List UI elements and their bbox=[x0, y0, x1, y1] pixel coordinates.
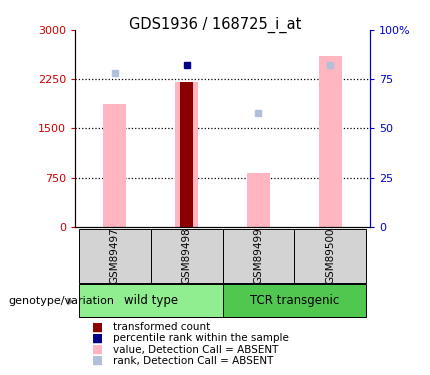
Text: ■: ■ bbox=[92, 343, 104, 356]
Text: ■: ■ bbox=[92, 332, 104, 345]
Bar bbox=[295, 229, 366, 283]
Text: value, Detection Call = ABSENT: value, Detection Call = ABSENT bbox=[113, 345, 279, 354]
Bar bbox=[79, 229, 150, 283]
Text: GSM89497: GSM89497 bbox=[110, 228, 120, 284]
Bar bbox=[247, 173, 270, 227]
Polygon shape bbox=[68, 297, 74, 306]
Bar bbox=[180, 82, 193, 227]
Bar bbox=[175, 82, 198, 227]
Text: wild type: wild type bbox=[123, 294, 178, 307]
Text: GDS1936 / 168725_i_at: GDS1936 / 168725_i_at bbox=[129, 17, 301, 33]
Text: GSM89500: GSM89500 bbox=[325, 228, 335, 284]
Text: rank, Detection Call = ABSENT: rank, Detection Call = ABSENT bbox=[113, 356, 273, 366]
Text: ■: ■ bbox=[92, 354, 104, 367]
Text: ■: ■ bbox=[92, 321, 104, 333]
Text: TCR transgenic: TCR transgenic bbox=[250, 294, 339, 307]
Text: genotype/variation: genotype/variation bbox=[9, 297, 115, 306]
Bar bbox=[223, 229, 295, 283]
Bar bbox=[79, 284, 223, 317]
Text: percentile rank within the sample: percentile rank within the sample bbox=[113, 333, 289, 343]
Bar bbox=[319, 56, 342, 227]
Bar bbox=[103, 104, 126, 227]
Text: transformed count: transformed count bbox=[113, 322, 210, 332]
Text: GSM89498: GSM89498 bbox=[181, 228, 192, 284]
Bar bbox=[150, 229, 223, 283]
Text: GSM89499: GSM89499 bbox=[253, 228, 264, 284]
Bar bbox=[223, 284, 366, 317]
